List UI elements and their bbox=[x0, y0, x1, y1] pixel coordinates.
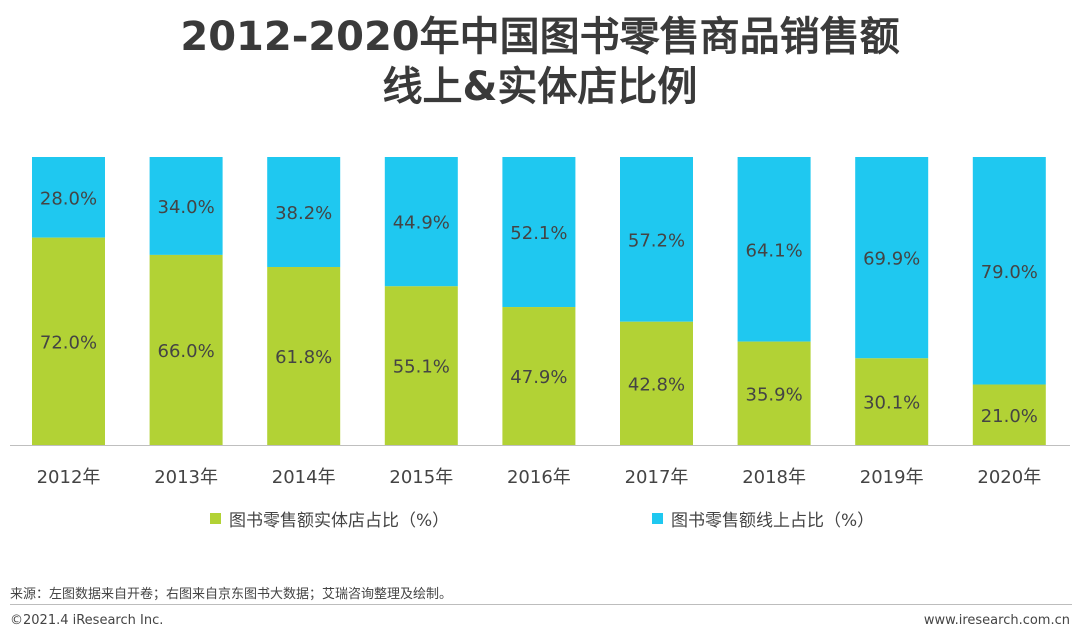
bar-online-5 bbox=[620, 157, 693, 322]
footer-divider bbox=[10, 604, 1072, 605]
bar-offline-6 bbox=[737, 341, 811, 445]
data-label-offline-5: 42.8% bbox=[628, 374, 685, 395]
data-label-online-2: 38.2% bbox=[275, 203, 332, 224]
bar-offline-1 bbox=[149, 254, 223, 445]
data-label-offline-7: 30.1% bbox=[863, 393, 920, 414]
x-tick-label-3: 2015年 bbox=[389, 467, 453, 488]
data-label-offline-6: 35.9% bbox=[746, 384, 803, 405]
chart-title-line2: 线上&实体店比例 bbox=[382, 64, 698, 110]
stacked-bar-chart: 28.0% 72.0% 2012年 34.0% 66.0% 2013年 38.2% 61.8%… bbox=[10, 157, 1070, 488]
legend-swatch-online bbox=[652, 513, 663, 524]
x-tick-label-5: 2017年 bbox=[625, 467, 689, 488]
x-tick-label-0: 2012年 bbox=[37, 467, 101, 488]
copyright-text: ©2021.4 iResearch Inc. bbox=[10, 613, 164, 628]
bar-online-4 bbox=[502, 157, 576, 308]
x-tick-label-7: 2019年 bbox=[860, 467, 924, 488]
legend-swatch-offline bbox=[210, 513, 221, 524]
bar-online-7 bbox=[855, 157, 929, 359]
bar-online-6 bbox=[737, 157, 811, 342]
x-tick-label-8: 2020年 bbox=[977, 467, 1041, 488]
data-label-online-6: 64.1% bbox=[746, 240, 803, 261]
bar-offline-8 bbox=[972, 384, 1046, 445]
data-label-online-1: 34.0% bbox=[158, 197, 215, 218]
legend-item-offline: 图书零售额实体店占比（%） bbox=[210, 506, 449, 531]
bar-offline-5 bbox=[620, 321, 693, 445]
data-label-online-3: 44.9% bbox=[393, 213, 450, 234]
website-link: www.iresearch.com.cn bbox=[923, 613, 1070, 628]
x-tick-label-6: 2018年 bbox=[742, 467, 806, 488]
bar-online-1 bbox=[149, 157, 223, 255]
data-label-offline-0: 72.0% bbox=[40, 332, 97, 353]
data-label-offline-8: 21.0% bbox=[981, 406, 1038, 427]
data-label-offline-1: 66.0% bbox=[158, 341, 215, 362]
bar-online-3 bbox=[384, 157, 458, 287]
bar-offline-7 bbox=[855, 358, 929, 445]
data-label-online-5: 57.2% bbox=[628, 230, 685, 251]
bar-offline-0 bbox=[32, 237, 105, 445]
source-note: 来源：左图数据来自开卷；右图来自京东图书大数据；艾瑞咨询整理及绘制。 bbox=[10, 587, 453, 602]
data-label-online-0: 28.0% bbox=[40, 188, 97, 209]
data-label-offline-3: 55.1% bbox=[393, 357, 450, 378]
bar-offline-2 bbox=[267, 267, 341, 445]
legend-label-offline: 图书零售额实体店占比（%） bbox=[229, 511, 450, 531]
chart-title-line1: 2012-2020年中国图书零售商品销售额 bbox=[180, 14, 900, 60]
data-label-online-7: 69.9% bbox=[863, 249, 920, 270]
legend-item-online: 图书零售额线上占比（%） bbox=[652, 506, 874, 531]
bar-online-8 bbox=[972, 157, 1046, 385]
bar-offline-4 bbox=[502, 307, 576, 445]
legend-label-online: 图书零售额线上占比（%） bbox=[671, 511, 875, 531]
bar-offline-3 bbox=[384, 286, 458, 445]
x-tick-label-4: 2016年 bbox=[507, 467, 571, 488]
bar-online-2 bbox=[267, 157, 341, 268]
data-label-online-8: 79.0% bbox=[981, 262, 1038, 283]
data-label-offline-2: 61.8% bbox=[275, 347, 332, 368]
data-label-offline-4: 47.9% bbox=[510, 367, 567, 388]
data-label-online-4: 52.1% bbox=[510, 223, 567, 244]
x-tick-label-1: 2013年 bbox=[154, 467, 218, 488]
bar-online-0 bbox=[32, 157, 105, 238]
x-tick-label-2: 2014年 bbox=[272, 467, 336, 488]
